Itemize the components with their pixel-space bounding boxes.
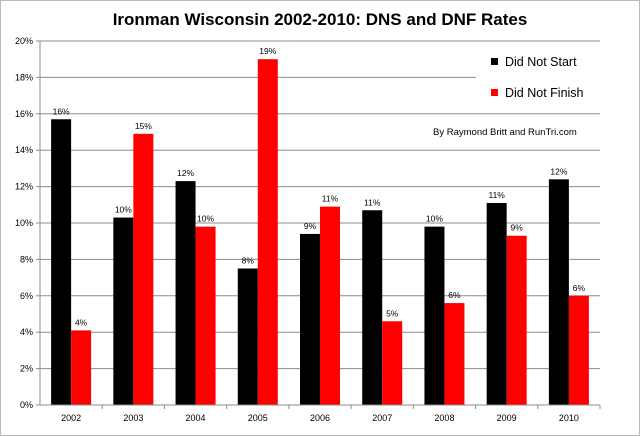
y-tick-label: 0%	[20, 400, 33, 410]
x-tick-label: 2002	[61, 413, 81, 423]
data-label-did-not-start-2006: 9%	[304, 221, 317, 231]
y-tick-label: 14%	[15, 145, 33, 155]
bar-did-not-start-2006	[300, 233, 320, 405]
y-tick-label: 18%	[15, 72, 33, 82]
axes-group: 0% 2% 4% 6% 8% 10% 12% 14% 16% 18% 20% 2002 2003 2004…	[15, 36, 601, 423]
data-label-did-not-finish-2005: 19%	[259, 46, 276, 56]
legend-swatch-did-not-finish	[491, 89, 498, 96]
y-tick-label: 20%	[15, 36, 33, 46]
x-tick-label: 2003	[123, 413, 143, 423]
data-label-did-not-finish-2007: 5%	[386, 308, 399, 318]
bar-did-not-finish-2008	[444, 303, 465, 405]
x-tick-label: 2006	[310, 413, 330, 423]
y-tick-label: 4%	[20, 327, 33, 337]
y-tick-label: 8%	[20, 254, 33, 264]
data-label-did-not-finish-2010: 6%	[573, 283, 586, 293]
legend-label-did-not-finish: Did Not Finish	[505, 86, 584, 100]
data-label-did-not-start-2008: 10%	[426, 214, 443, 224]
bar-did-not-finish-2004	[195, 226, 216, 405]
legend: Did Not Start Did Not Finish	[476, 48, 616, 110]
x-tick-label: 2009	[497, 413, 517, 423]
data-label-did-not-finish-2008: 6%	[448, 290, 461, 300]
bar-did-not-finish-2003	[133, 133, 154, 405]
bar-did-not-finish-2007	[382, 321, 403, 405]
bar-did-not-start-2010	[548, 179, 569, 405]
bar-did-not-start-2004	[175, 181, 196, 405]
data-label-did-not-start-2004: 12%	[177, 168, 194, 178]
data-label-did-not-start-2002: 16%	[53, 106, 70, 116]
data-label-did-not-finish-2006: 11%	[322, 194, 339, 204]
y-tick-label: 2%	[20, 364, 33, 374]
y-tick-label: 6%	[20, 291, 33, 301]
y-tick-label: 10%	[15, 218, 33, 228]
bar-did-not-start-2007	[362, 210, 383, 405]
bar-did-not-finish-2002	[71, 330, 92, 405]
data-label-did-not-start-2003: 10%	[115, 205, 132, 215]
bar-did-not-finish-2006	[320, 206, 340, 405]
bar-did-not-start-2003	[113, 217, 134, 405]
bar-did-not-finish-2010	[568, 295, 589, 405]
data-label-did-not-finish-2009: 9%	[511, 223, 524, 233]
bar-did-not-finish-2009	[506, 235, 527, 405]
data-label-did-not-start-2009: 11%	[488, 190, 505, 200]
bar-did-not-start-2005	[237, 268, 258, 405]
bars-group: 16% 4% 10% 15% 12% 10% 8% 19% 9% 11% 11% 5% 10% 6% 11%…	[51, 46, 589, 405]
x-tick-label: 2007	[372, 413, 392, 423]
y-tick-label: 12%	[15, 182, 33, 192]
bar-did-not-finish-2005	[257, 59, 278, 405]
x-tick-label: 2004	[186, 413, 206, 423]
data-label-did-not-finish-2002: 4%	[75, 317, 88, 327]
data-label-did-not-finish-2003: 15%	[135, 121, 152, 131]
data-label-did-not-start-2010: 12%	[550, 166, 567, 176]
legend-label-did-not-start: Did Not Start	[505, 55, 577, 69]
x-tick-label: 2008	[434, 413, 454, 423]
y-tick-label: 16%	[15, 109, 33, 119]
data-label-did-not-start-2007: 11%	[364, 197, 381, 207]
bar-did-not-start-2009	[486, 202, 507, 405]
legend-swatch-did-not-start	[491, 58, 498, 65]
chart-annotation: By Raymond Britt and RunTri.com	[433, 127, 577, 138]
bar-did-not-start-2008	[424, 226, 445, 405]
data-label-did-not-finish-2004: 10%	[197, 214, 214, 224]
data-label-did-not-start-2005: 8%	[242, 256, 255, 266]
bar-did-not-start-2002	[51, 119, 72, 405]
annotation-background	[425, 124, 601, 139]
chart-title: Ironman Wisconsin 2002-2010: DNS and DNF…	[113, 10, 528, 29]
legend-box	[476, 48, 616, 110]
x-tick-label: 2005	[248, 413, 268, 423]
x-tick-label: 2010	[559, 413, 579, 423]
